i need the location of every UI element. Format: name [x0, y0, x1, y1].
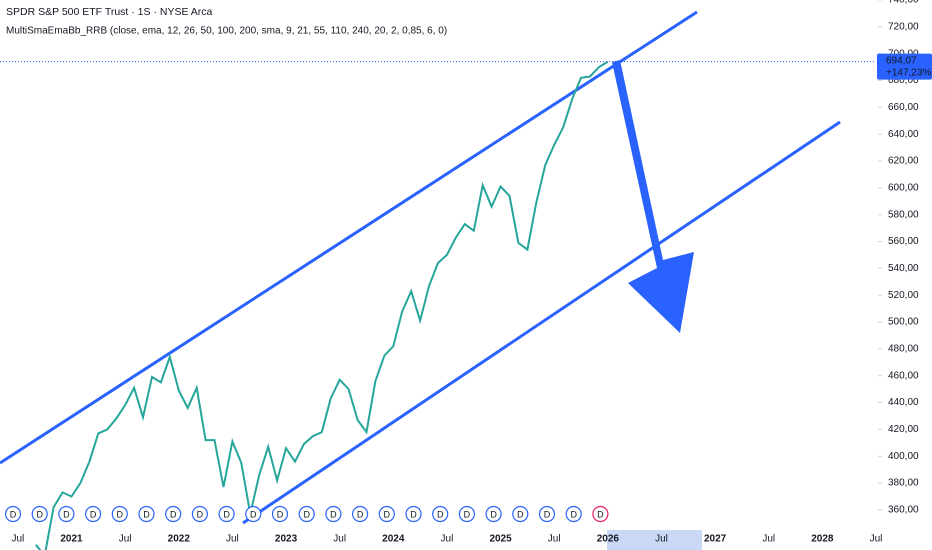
y-tick-label: 640,00: [888, 129, 919, 140]
x-tick-label: 2027: [704, 534, 727, 545]
x-tick-label: 2021: [60, 534, 83, 545]
dividend-label: D: [223, 509, 230, 519]
y-tick-label: 580,00: [888, 209, 919, 220]
dividend-icon: [378, 505, 395, 523]
dividend-icon: [538, 505, 556, 523]
x-tick-label: Jul: [548, 534, 561, 545]
last-price-label: 694,07: [886, 55, 917, 66]
x-tick-label: Jul: [333, 534, 346, 545]
dividend-icon: [405, 505, 422, 523]
dividend-label: D: [490, 509, 497, 519]
dividend-icon: [352, 505, 369, 523]
down-arrow: [612, 60, 694, 333]
dividend-icon: [191, 505, 208, 523]
x-tick-label: Jul: [11, 534, 24, 545]
x-tick-label: 2026: [597, 534, 620, 545]
dividend-icon: [218, 505, 235, 523]
y-tick-label: 620,00: [888, 156, 919, 167]
dividend-icon: [271, 505, 289, 523]
dividend-icon: [512, 505, 529, 523]
y-tick-label: 720,00: [888, 21, 919, 32]
dividend-label: D: [250, 509, 257, 519]
dividend-label: D: [330, 509, 337, 519]
x-tick-label: 2022: [168, 534, 191, 545]
change-label: +147,23%: [886, 67, 931, 78]
dividend-label: D: [437, 509, 444, 519]
x-tick-label: Jul: [870, 534, 883, 545]
dividend-label: D: [384, 509, 391, 519]
x-tick-label: Jul: [655, 534, 668, 545]
dividend-label: D: [517, 509, 524, 519]
dividend-label: D: [303, 509, 310, 519]
dividend-icon: [432, 505, 449, 523]
chart-title: SPDR S&P 500 ETF Trust · 1S · NYSE Arca: [6, 6, 213, 18]
x-tick-label: 2028: [811, 534, 834, 545]
dividend-label: D: [36, 509, 43, 519]
dividend-icon: [58, 505, 75, 523]
dividend-label: D: [357, 509, 364, 519]
dividend-icon: [138, 505, 155, 523]
y-tick-label: 600,00: [888, 182, 919, 193]
dividend-label: D: [277, 509, 284, 519]
dividend-icon: [565, 505, 582, 523]
dividend-label: D: [197, 509, 204, 519]
indicator-label: MultiSmaEmaBb_RRB (close, ema, 12, 26, 5…: [6, 26, 447, 37]
dividend-icon: [84, 505, 102, 523]
x-tick-label: Jul: [119, 534, 132, 545]
y-tick-label: 360,00: [888, 505, 919, 516]
y-tick-label: 660,00: [888, 102, 919, 113]
y-tick-label: 540,00: [888, 263, 919, 274]
y-tick-label: 680,00: [888, 75, 919, 86]
plot: [0, 10, 841, 550]
y-tick-label: 560,00: [888, 236, 919, 247]
price-line: [35, 60, 609, 550]
dividend-icon: [4, 505, 22, 523]
dividend-icon: [31, 505, 48, 523]
dividend-label: D: [117, 509, 124, 519]
y-tick-label: 420,00: [888, 424, 919, 435]
dividend-label: D: [544, 509, 551, 519]
dividend-label: D: [464, 509, 471, 519]
y-tick-label: 400,00: [888, 451, 919, 462]
dividend-label: D: [10, 509, 17, 519]
y-tick-label: 740,00: [888, 0, 919, 6]
dividend-icon: [111, 505, 128, 523]
dividend-label: D: [90, 509, 97, 519]
y-tick-label: 500,00: [888, 317, 919, 328]
channel-lower: [242, 120, 841, 525]
x-tick-label: Jul: [226, 534, 239, 545]
y-tick-label: 460,00: [888, 370, 919, 381]
dividend-label: D: [410, 509, 417, 519]
channel-upper: [0, 10, 698, 465]
dividend-label: D: [570, 509, 577, 519]
x-tick-label: Jul: [762, 534, 775, 545]
dividend-label: D: [170, 509, 177, 519]
price-badge: [877, 53, 932, 80]
y-tick-label: 520,00: [888, 290, 919, 301]
x-tick-label: 2023: [275, 534, 298, 545]
dividend-icon: [298, 505, 315, 523]
dividend-icon: [245, 505, 262, 523]
dividend-label: D: [143, 509, 150, 519]
y-tick-label: 380,00: [888, 478, 919, 489]
x-tick-label: Jul: [441, 534, 454, 545]
dividend-icon: [458, 505, 475, 523]
x-tick-label: 2024: [382, 534, 405, 545]
x-tick-label: 2025: [489, 534, 512, 545]
y-tick-label: 440,00: [888, 397, 919, 408]
dividend-icon: [485, 505, 502, 523]
dividend-icon: [325, 505, 342, 523]
dividend-icon: [165, 505, 182, 523]
dividend-label: D: [63, 509, 70, 519]
dividend-label: D: [597, 509, 604, 519]
time-highlight: [607, 530, 702, 550]
y-tick-label: 480,00: [888, 344, 919, 355]
dividend-icon: [592, 505, 609, 523]
price-axis: [878, 0, 932, 530]
